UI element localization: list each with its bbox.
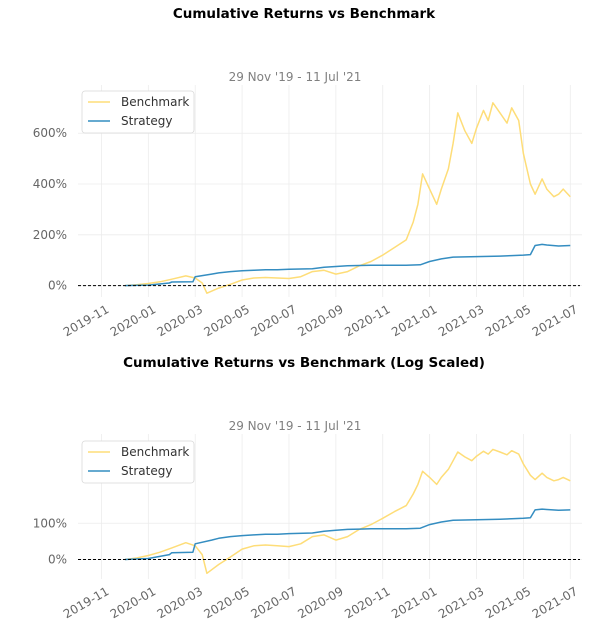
- x-tick-label: 2020-03: [155, 302, 205, 339]
- series-layer: [78, 448, 580, 575]
- series-line-strategy: [124, 508, 571, 561]
- chart-subtitle: 29 Nov '19 - 11 Jul '21: [229, 70, 362, 84]
- legend-benchmark-label: Benchmark: [121, 95, 189, 109]
- y-tick-label: 0%: [48, 553, 67, 567]
- x-tick-label: 2021-01: [389, 302, 439, 339]
- grid: [78, 85, 582, 297]
- x-tick-label: 2020-05: [202, 584, 252, 621]
- x-tick-label: 2020-01: [108, 584, 158, 621]
- chart-title: Cumulative Returns vs Benchmark: [173, 6, 436, 22]
- x-tick-label: 2021-07: [530, 302, 580, 339]
- x-axis: 2019-112020-012020-032020-052020-072020-…: [61, 302, 580, 339]
- x-tick-label: 2021-05: [483, 584, 533, 621]
- x-tick-label: 2020-11: [342, 584, 392, 621]
- legend: Benchmark Strategy: [81, 90, 195, 134]
- chart-cumulative-returns: Cumulative Returns vs Benchmark 29 Nov '…: [33, 6, 582, 339]
- series-line-strategy: [124, 243, 571, 287]
- x-tick-label: 2020-11: [342, 302, 392, 339]
- x-tick-label: 2020-03: [155, 584, 205, 621]
- x-tick-label: 2019-11: [61, 302, 111, 339]
- chart-cumulative-returns-log: Cumulative Returns vs Benchmark (Log Sca…: [33, 355, 582, 621]
- x-tick-label: 2020-07: [248, 302, 298, 339]
- x-tick-label: 2020-09: [295, 302, 345, 339]
- legend-strategy-label: Strategy: [121, 464, 172, 478]
- x-tick-label: 2020-05: [202, 302, 252, 339]
- chart-title: Cumulative Returns vs Benchmark (Log Sca…: [123, 355, 485, 371]
- legend-strategy-label: Strategy: [121, 114, 172, 128]
- x-tick-label: 2020-01: [108, 302, 158, 339]
- series-line-benchmark: [124, 448, 571, 575]
- y-tick-label: 200%: [33, 228, 67, 242]
- x-tick-label: 2021-03: [436, 302, 486, 339]
- legend-benchmark-label: Benchmark: [121, 445, 189, 459]
- x-axis: 2019-112020-012020-032020-052020-072020-…: [61, 584, 580, 621]
- y-tick-label: 600%: [33, 126, 67, 140]
- x-tick-label: 2020-09: [295, 584, 345, 621]
- y-axis: 0% 100%: [33, 516, 67, 566]
- y-axis: 0% 200% 400% 600%: [33, 126, 67, 292]
- y-tick-label: 400%: [33, 177, 67, 191]
- x-tick-label: 2021-01: [389, 584, 439, 621]
- legend: Benchmark Strategy: [81, 440, 195, 484]
- x-tick-label: 2019-11: [61, 584, 111, 621]
- x-tick-label: 2021-03: [436, 584, 486, 621]
- y-tick-label: 100%: [33, 516, 67, 530]
- y-tick-label: 0%: [48, 279, 67, 293]
- x-tick-label: 2020-07: [248, 584, 298, 621]
- chart-subtitle: 29 Nov '19 - 11 Jul '21: [229, 419, 362, 433]
- series-layer: [78, 102, 580, 294]
- grid: [78, 434, 582, 579]
- series-line-benchmark: [124, 102, 571, 294]
- x-tick-label: 2021-05: [483, 302, 533, 339]
- x-tick-label: 2021-07: [530, 584, 580, 621]
